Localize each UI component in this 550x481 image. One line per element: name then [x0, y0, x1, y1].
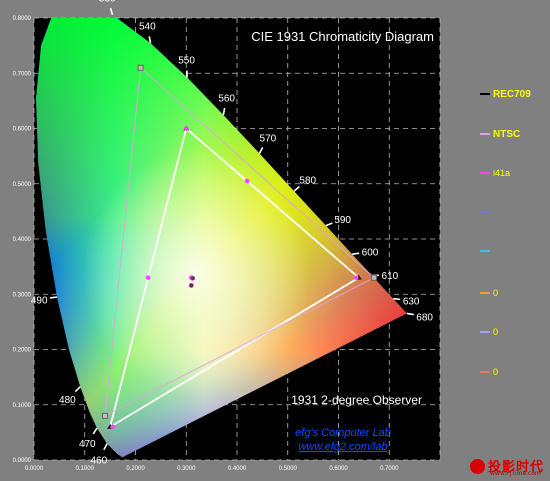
data-point: [353, 275, 359, 280]
wavelength-label: 680: [416, 312, 433, 323]
data-point: [244, 178, 250, 184]
logo-url: www.PjTime.com: [490, 470, 541, 477]
x-tick-label: 0.4000: [228, 466, 247, 472]
data-point: [145, 275, 151, 280]
credit-line-1: efg's Computer Lab: [295, 427, 391, 439]
legend: REC709 NTSC i41a 0 0 0: [474, 0, 550, 481]
wavelength-label: 460: [90, 456, 107, 467]
wavelength-label: 580: [299, 175, 316, 186]
axes: 0.0000 0.1000 0.2000 0.3000 0.4000 0.5000 0.60…: [13, 16, 399, 472]
legend-swatch: [480, 250, 490, 252]
y-tick-label: 0.8000: [13, 16, 32, 22]
legend-swatch: [480, 133, 490, 135]
y-tick-label: 0.7000: [13, 71, 32, 77]
legend-item: i41a: [480, 166, 510, 180]
x-tick-label: 0.2000: [126, 466, 145, 472]
legend-item: REC709: [480, 87, 531, 101]
legend-swatch: [480, 211, 490, 213]
x-tick-label: 0.7000: [380, 466, 399, 472]
wavelength-label: 480: [59, 395, 76, 406]
x-tick-label: 0.0000: [25, 466, 44, 472]
white-point: [188, 282, 194, 288]
gamut-triangle: [104, 66, 375, 417]
wavelength-tick: [74, 386, 81, 393]
legend-swatch: [480, 371, 490, 373]
x-tick-label: 0.1000: [76, 466, 95, 472]
x-tick-label: 0.3000: [177, 466, 196, 472]
wavelength-tick: [293, 185, 300, 192]
wavelength-label: 470: [79, 439, 96, 450]
y-tick-label: 0.4000: [13, 237, 32, 243]
legend-item: 0: [480, 325, 498, 339]
white-points: [188, 275, 196, 288]
legend-label: i41a: [493, 168, 511, 178]
wavelength-tick: [352, 252, 360, 255]
observer-label: 1931 2-degree Observer: [291, 393, 422, 407]
y-tick-label: 0.2000: [13, 348, 32, 354]
y-tick-label: 0.5000: [13, 182, 32, 188]
wavelength-label: 540: [139, 22, 156, 33]
legend-item: [480, 244, 493, 258]
wavelength-ticks: 5205305405505605705805906006106306804904…: [31, 0, 434, 467]
wavelength-tick: [258, 146, 264, 154]
legend-item: 0: [480, 286, 498, 300]
data-point: [110, 424, 115, 430]
legend-item: NTSC: [480, 127, 520, 141]
wavelength-tick: [103, 443, 108, 451]
legend-label: 0: [493, 327, 499, 337]
wavelength-tick: [406, 312, 414, 316]
series-ntsc: [102, 64, 377, 419]
white-point: [190, 275, 196, 281]
wavelength-label: 590: [334, 215, 351, 226]
pjtime-logo: 投影时代 www.PjTime.com: [470, 456, 546, 478]
wavelength-label: 490: [31, 295, 48, 306]
legend-label: 0: [493, 367, 499, 377]
legend-swatch: [480, 292, 490, 294]
legend-item: 0: [480, 365, 498, 379]
y-tick-label: 0.0000: [13, 458, 32, 464]
legend-swatch: [480, 172, 490, 174]
logo-text: 投影时代: [488, 460, 545, 475]
wavelength-label: 630: [403, 296, 420, 307]
y-tick-label: 0.6000: [13, 127, 32, 133]
data-point: [371, 274, 377, 281]
data-point: [137, 64, 144, 71]
data-point: [183, 126, 189, 131]
wavelength-tick: [109, 7, 114, 15]
wavelength-label: 600: [362, 248, 379, 259]
wavelength-tick: [148, 36, 152, 44]
wavelength-label: 530: [99, 0, 116, 5]
chart-title: CIE 1931 Chromaticity Diagram: [251, 29, 434, 44]
wavelength-label: 550: [178, 56, 195, 67]
gamut-series: [102, 64, 377, 430]
y-tick-label: 0.1000: [13, 403, 32, 409]
wavelength-tick: [49, 296, 58, 299]
wavelength-label: 560: [218, 93, 235, 104]
x-tick-label: 0.5000: [279, 466, 298, 472]
wavelength-tick: [393, 297, 401, 301]
logo-mark-icon: [470, 459, 485, 474]
y-tick-label: 0.3000: [13, 292, 32, 298]
x-tick-label: 0.6000: [329, 466, 348, 472]
credit-line-2: www.efg2.com/lab: [298, 441, 387, 453]
legend-label: 0: [493, 288, 499, 298]
legend-item: [480, 205, 493, 219]
wavelength-tick: [222, 107, 226, 116]
legend-swatch: [480, 93, 490, 95]
wavelength-tick: [325, 222, 333, 227]
legend-label: REC709: [493, 88, 531, 100]
legend-swatch: [480, 331, 490, 333]
legend-label: NTSC: [493, 128, 521, 140]
wavelength-tick: [92, 427, 98, 435]
wavelength-label: 610: [382, 271, 399, 282]
data-point: [102, 412, 108, 419]
wavelength-label: 570: [260, 134, 277, 145]
